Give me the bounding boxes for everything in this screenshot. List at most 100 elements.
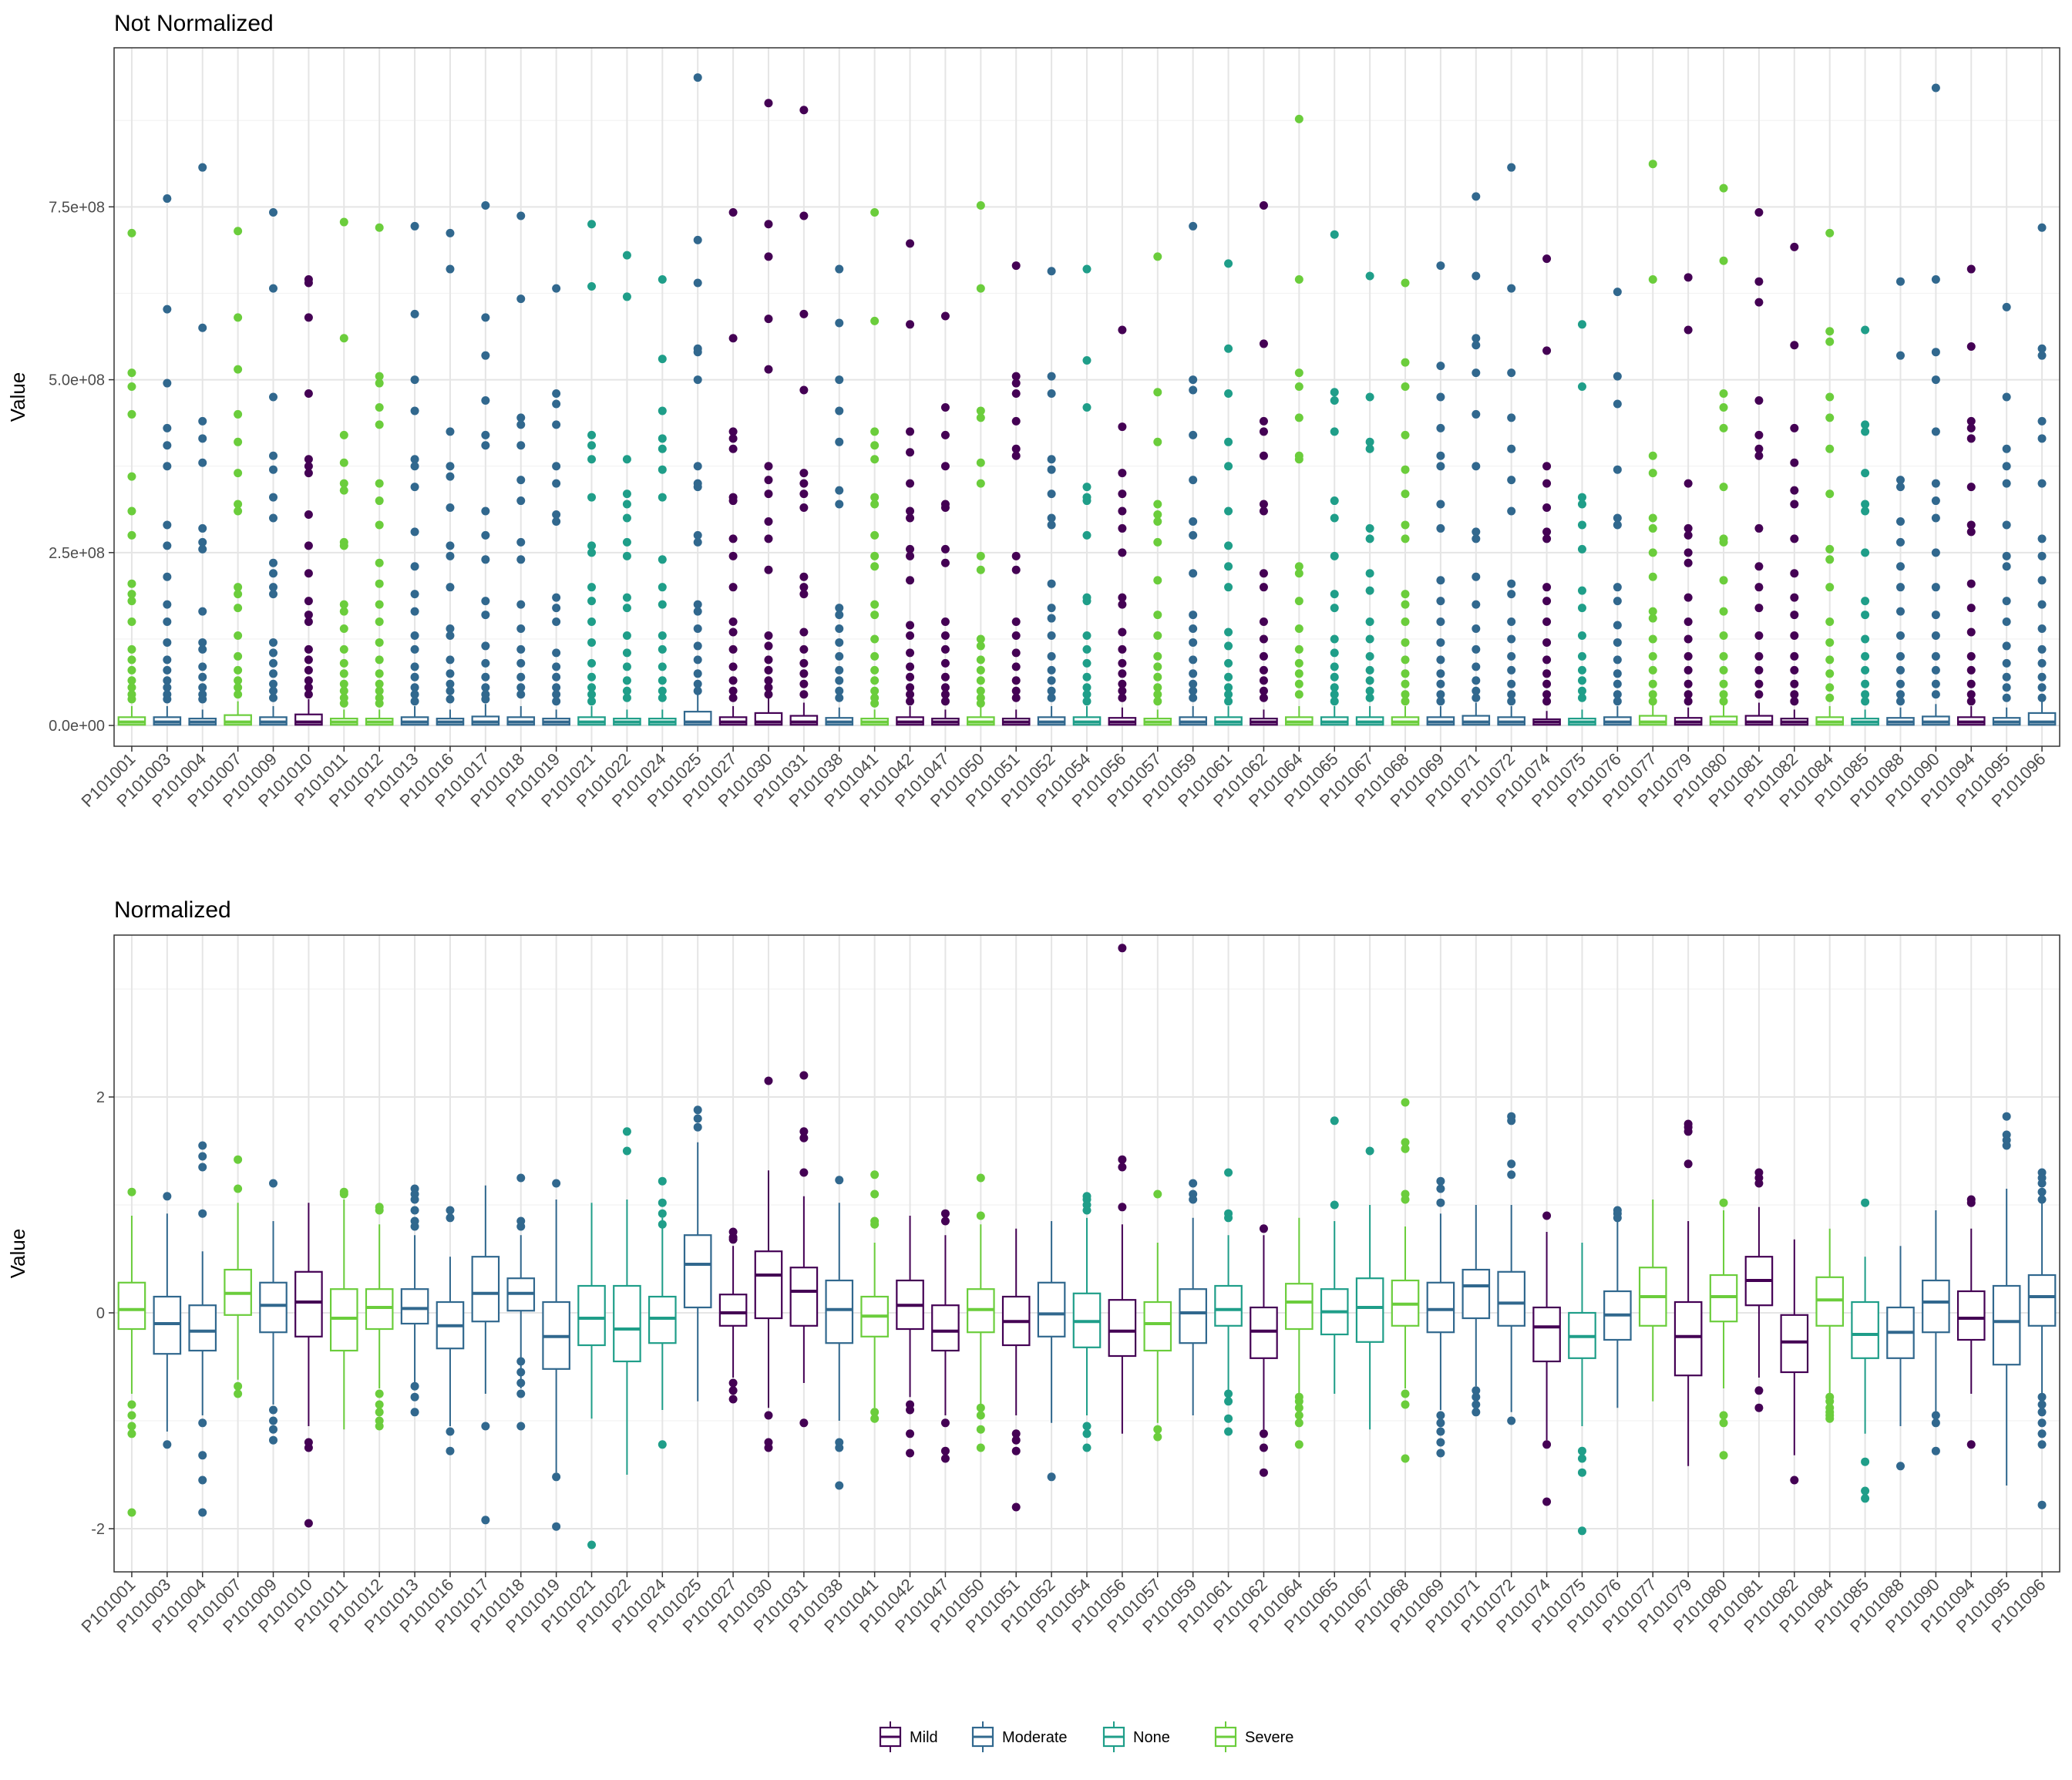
outlier-point bbox=[1861, 548, 1870, 557]
outlier-point bbox=[1861, 1198, 1870, 1207]
outlier-point bbox=[198, 1418, 207, 1428]
outlier-point bbox=[764, 315, 773, 324]
outlier-point bbox=[1719, 576, 1728, 585]
outlier-point bbox=[1436, 1427, 1445, 1436]
box-P101011 bbox=[329, 217, 358, 726]
outlier-point bbox=[269, 1425, 278, 1434]
outlier-point bbox=[693, 669, 702, 678]
outlier-point bbox=[1047, 389, 1056, 399]
outlier-point bbox=[1224, 562, 1233, 571]
outlier-point bbox=[976, 686, 985, 695]
outlier-point bbox=[1118, 600, 1127, 609]
outlier-point bbox=[410, 683, 419, 692]
outlier-point bbox=[1189, 375, 1198, 385]
outlier-point bbox=[1966, 264, 1976, 274]
outlier-point bbox=[1011, 1446, 1021, 1455]
outlier-point bbox=[693, 607, 702, 616]
outlier-point bbox=[906, 448, 915, 457]
outlier-point bbox=[234, 506, 243, 516]
outlier-point bbox=[1542, 534, 1552, 543]
outlier-point bbox=[976, 634, 985, 644]
outlier-point bbox=[1153, 690, 1162, 699]
outlier-point bbox=[410, 672, 419, 681]
outlier-point bbox=[1754, 298, 1764, 307]
outlier-point bbox=[1189, 611, 1198, 620]
outlier-point bbox=[269, 1405, 278, 1415]
outlier-point bbox=[410, 406, 419, 416]
outlier-point bbox=[1472, 676, 1481, 685]
outlier-point bbox=[799, 628, 809, 637]
outlier-point bbox=[1754, 562, 1764, 571]
outlier-point bbox=[1365, 676, 1374, 685]
outlier-point bbox=[2002, 520, 2011, 530]
outlier-point bbox=[1684, 1127, 1693, 1136]
outlier-point bbox=[1011, 676, 1021, 685]
outlier-point bbox=[269, 465, 278, 474]
outlier-point bbox=[1082, 644, 1092, 654]
outlier-point bbox=[269, 569, 278, 578]
outlier-point bbox=[1011, 416, 1021, 426]
outlier-point bbox=[693, 679, 702, 688]
outlier-point bbox=[516, 211, 526, 220]
outlier-point bbox=[1011, 389, 1021, 399]
outlier-point bbox=[1011, 662, 1021, 671]
outlier-point bbox=[799, 1418, 809, 1428]
outlier-point bbox=[1365, 444, 1374, 453]
outlier-point bbox=[410, 462, 419, 471]
box-iqr bbox=[329, 1288, 358, 1352]
outlier-point bbox=[410, 631, 419, 640]
outlier-point bbox=[1825, 617, 1835, 627]
outlier-point bbox=[481, 395, 490, 405]
outlier-point bbox=[1401, 430, 1410, 439]
outlier-point bbox=[1472, 693, 1481, 702]
box-P101031 bbox=[789, 1071, 819, 1428]
outlier-point bbox=[835, 1443, 844, 1452]
outlier-point bbox=[870, 427, 880, 436]
outlier-point bbox=[1047, 372, 1056, 381]
outlier-point bbox=[304, 690, 313, 699]
outlier-point bbox=[1259, 1224, 1268, 1233]
outlier-point bbox=[1931, 496, 1940, 506]
outlier-point bbox=[693, 375, 702, 385]
outlier-point bbox=[446, 1213, 455, 1223]
outlier-point bbox=[127, 655, 136, 665]
outlier-point bbox=[304, 683, 313, 692]
outlier-point bbox=[1294, 455, 1303, 464]
outlier-point bbox=[1577, 631, 1586, 640]
outlier-point bbox=[339, 541, 348, 550]
outlier-point bbox=[906, 697, 915, 706]
outlier-point bbox=[2002, 444, 2011, 453]
outlier-point bbox=[1472, 409, 1481, 419]
outlier-point bbox=[481, 597, 490, 606]
outlier-point bbox=[1825, 337, 1835, 346]
outlier-point bbox=[587, 697, 597, 706]
outlier-point bbox=[870, 500, 880, 509]
outlier-point bbox=[1577, 693, 1586, 702]
outlier-point bbox=[587, 638, 597, 647]
outlier-point bbox=[1542, 1497, 1552, 1506]
outlier-point bbox=[1401, 1454, 1410, 1463]
outlier-point bbox=[1436, 1176, 1445, 1186]
outlier-point bbox=[1719, 607, 1728, 616]
outlier-point bbox=[1472, 600, 1481, 609]
box-P101079 bbox=[1673, 273, 1703, 726]
outlier-point bbox=[234, 1184, 243, 1193]
outlier-point bbox=[587, 430, 597, 439]
outlier-point bbox=[1542, 679, 1552, 688]
outlier-point bbox=[1082, 1443, 1092, 1452]
chart-panel-0: 0.0e+002.5e+085.0e+087.5e+08P101001P1010… bbox=[6, 11, 2060, 811]
outlier-point bbox=[799, 1133, 809, 1142]
outlier-point bbox=[198, 523, 207, 533]
outlier-point bbox=[1648, 275, 1657, 284]
outlier-point bbox=[1472, 686, 1481, 695]
outlier-point bbox=[1507, 444, 1516, 453]
box-P101017 bbox=[471, 201, 500, 726]
outlier-point bbox=[1507, 1159, 1516, 1169]
box-iqr bbox=[400, 1288, 429, 1325]
outlier-point bbox=[1047, 686, 1056, 695]
outlier-point bbox=[622, 604, 631, 613]
outlier-point bbox=[658, 1220, 667, 1229]
box-iqr bbox=[718, 1294, 748, 1327]
outlier-point bbox=[1966, 416, 1976, 426]
box-iqr bbox=[2027, 1274, 2057, 1327]
